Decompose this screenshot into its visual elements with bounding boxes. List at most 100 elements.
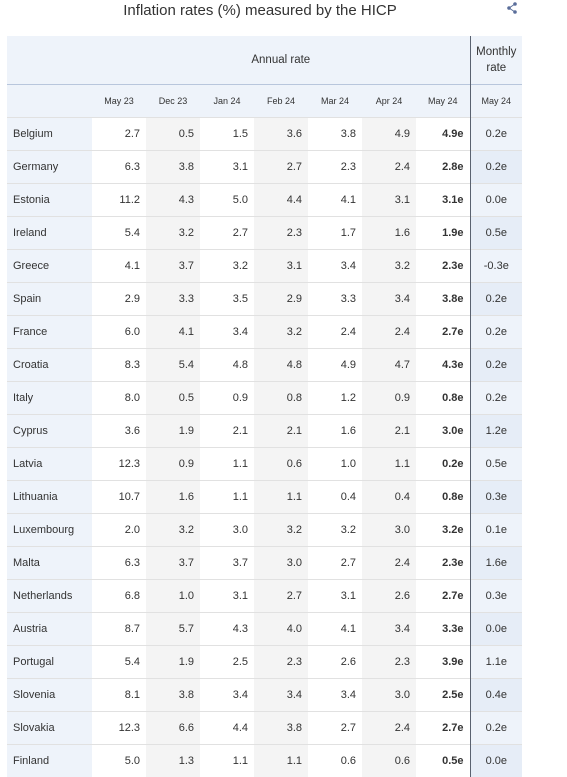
value-cell: 3.3 xyxy=(308,283,362,316)
value-cell: 0.6 xyxy=(308,745,362,777)
value-cell: 0.2e xyxy=(470,283,522,316)
value-cell: 0.4 xyxy=(362,481,416,514)
value-cell: 3.7 xyxy=(146,250,200,283)
value-cell: 2.4 xyxy=(308,316,362,349)
value-cell: 2.1 xyxy=(254,415,308,448)
column-header: May 24 xyxy=(416,85,470,118)
value-cell: 0.0e xyxy=(470,613,522,646)
value-cell: 4.7 xyxy=(362,349,416,382)
value-cell: 0.5e xyxy=(470,448,522,481)
value-cell: 3.2 xyxy=(362,250,416,283)
country-label: Malta xyxy=(7,547,92,580)
value-cell: 3.6 xyxy=(254,118,308,151)
value-cell: 0.0e xyxy=(470,184,522,217)
value-cell: 3.4 xyxy=(200,316,254,349)
value-cell: 0.4e xyxy=(470,679,522,712)
value-cell: 3.2 xyxy=(146,217,200,250)
value-cell: 2.7e xyxy=(416,712,470,745)
value-cell: 0.9 xyxy=(200,382,254,415)
value-cell: 8.0 xyxy=(92,382,146,415)
value-cell: 1.3 xyxy=(146,745,200,777)
value-cell: 3.3 xyxy=(146,283,200,316)
value-cell: 5.4 xyxy=(146,349,200,382)
value-cell: 0.2e xyxy=(416,448,470,481)
value-cell: 3.2e xyxy=(416,514,470,547)
column-header: Feb 24 xyxy=(254,85,308,118)
chart-title: Inflation rates (%) measured by the HICP xyxy=(0,0,520,22)
value-cell: 2.8e xyxy=(416,151,470,184)
value-cell: 2.3e xyxy=(416,250,470,283)
value-cell: 4.1 xyxy=(308,613,362,646)
value-cell: 4.4 xyxy=(254,184,308,217)
value-cell: 3.2 xyxy=(146,514,200,547)
value-cell: 0.1e xyxy=(470,514,522,547)
value-cell: 4.0 xyxy=(254,613,308,646)
country-label: Latvia xyxy=(7,448,92,481)
value-cell: 3.4 xyxy=(308,250,362,283)
country-label: Italy xyxy=(7,382,92,415)
country-label: Austria xyxy=(7,613,92,646)
value-cell: 3.1e xyxy=(416,184,470,217)
value-cell: 2.7 xyxy=(254,580,308,613)
value-cell: 12.3 xyxy=(92,448,146,481)
country-label: Estonia xyxy=(7,184,92,217)
value-cell: 3.4 xyxy=(254,679,308,712)
country-label: Luxembourg xyxy=(7,514,92,547)
value-cell: 0.2e xyxy=(470,349,522,382)
value-cell: 6.3 xyxy=(92,547,146,580)
country-label: Germany xyxy=(7,151,92,184)
value-cell: 3.1 xyxy=(254,250,308,283)
value-cell: 0.8e xyxy=(416,481,470,514)
value-cell: 2.7 xyxy=(200,217,254,250)
value-cell: 3.4 xyxy=(200,679,254,712)
value-cell: 0.5 xyxy=(146,382,200,415)
value-cell: 3.4 xyxy=(362,283,416,316)
value-cell: 6.8 xyxy=(92,580,146,613)
value-cell: 3.0 xyxy=(362,514,416,547)
value-cell: 3.3e xyxy=(416,613,470,646)
value-cell: 6.6 xyxy=(146,712,200,745)
country-label: Slovenia xyxy=(7,679,92,712)
value-cell: 8.3 xyxy=(92,349,146,382)
value-cell: 5.0 xyxy=(92,745,146,777)
value-cell: 1.1e xyxy=(470,646,522,679)
country-label: Croatia xyxy=(7,349,92,382)
value-cell: 3.8 xyxy=(146,151,200,184)
value-cell: 0.0e xyxy=(470,745,522,777)
value-cell: 0.4 xyxy=(308,481,362,514)
column-header: Dec 23 xyxy=(146,85,200,118)
value-cell: 3.8e xyxy=(416,283,470,316)
value-cell: 2.3e xyxy=(416,547,470,580)
country-label: Greece xyxy=(7,250,92,283)
value-cell: 3.8 xyxy=(308,118,362,151)
value-cell: 11.2 xyxy=(92,184,146,217)
country-label: Slovakia xyxy=(7,712,92,745)
value-cell: 1.6 xyxy=(362,217,416,250)
value-cell: 1.0 xyxy=(146,580,200,613)
country-label: Spain xyxy=(7,283,92,316)
value-cell: 0.2e xyxy=(470,118,522,151)
value-cell: 2.0 xyxy=(92,514,146,547)
value-cell: 5.0 xyxy=(200,184,254,217)
value-cell: 4.3e xyxy=(416,349,470,382)
value-cell: 3.2 xyxy=(254,316,308,349)
share-icon[interactable] xyxy=(506,1,518,15)
column-header: Apr 24 xyxy=(362,85,416,118)
value-cell: 3.4 xyxy=(308,679,362,712)
value-cell: 0.6 xyxy=(362,745,416,777)
value-cell: 2.3 xyxy=(308,151,362,184)
column-header: May 24 xyxy=(470,85,522,118)
value-cell: 1.0 xyxy=(308,448,362,481)
